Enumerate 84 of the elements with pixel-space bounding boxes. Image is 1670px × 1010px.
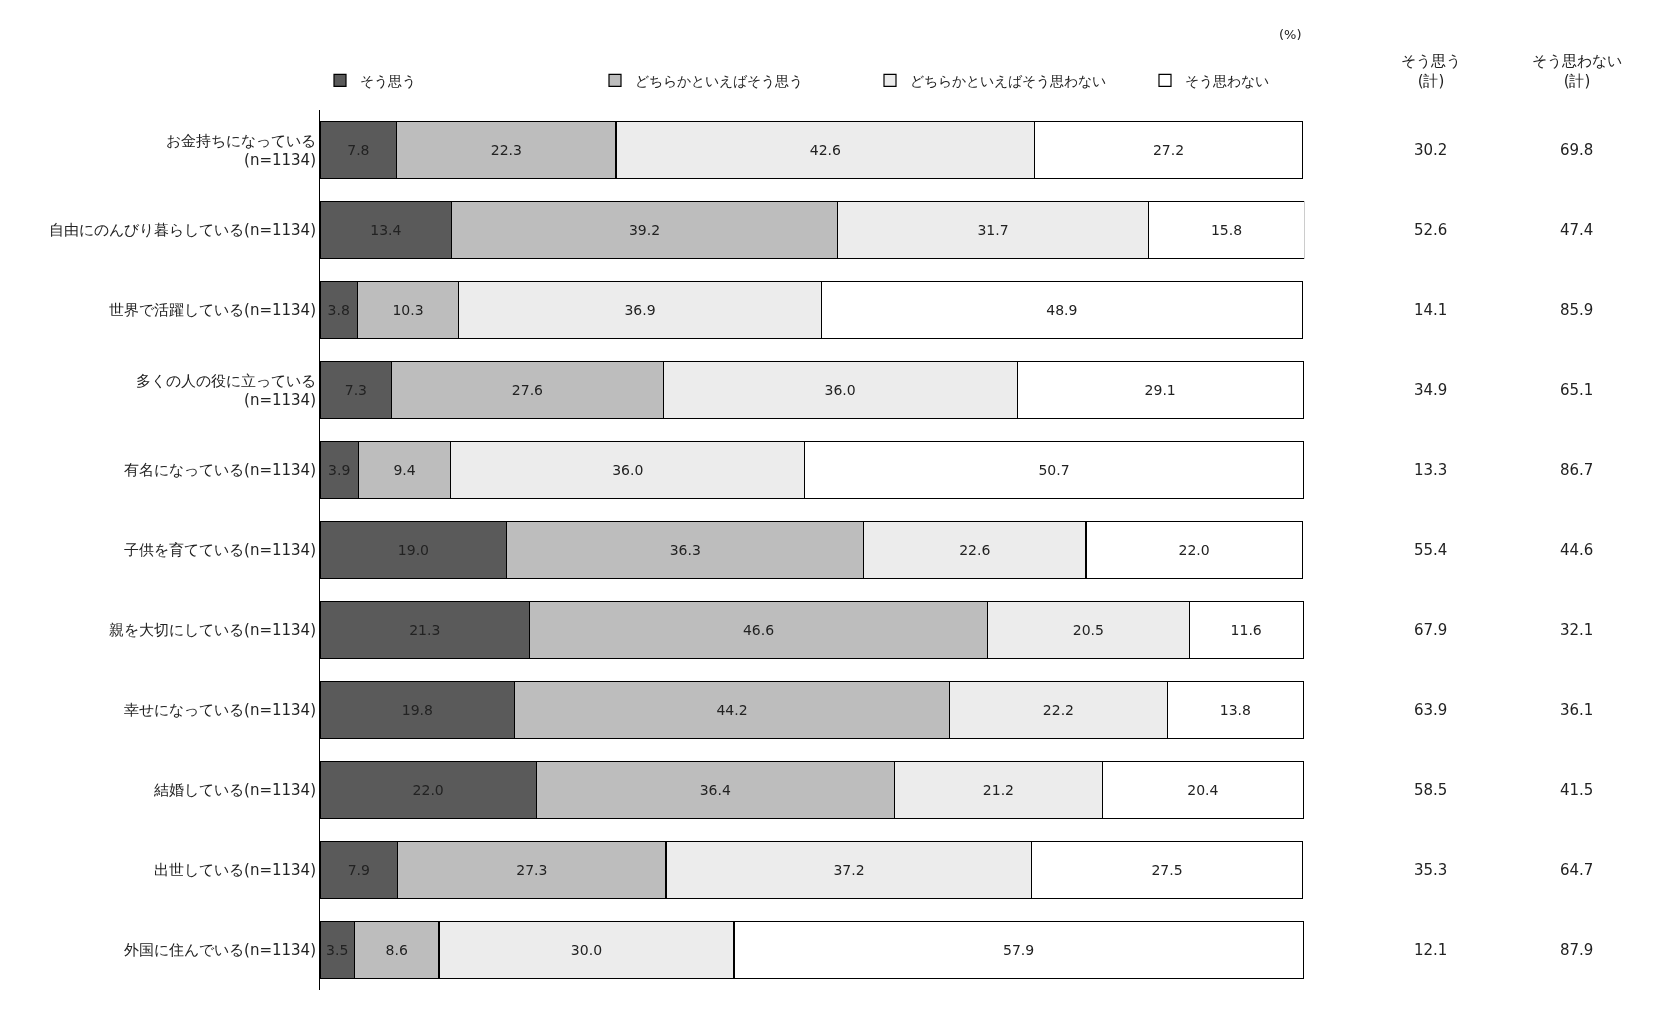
data-label: 48.9 (1046, 302, 1078, 318)
data-label: 27.2 (1152, 142, 1185, 158)
data-label: 36.0 (824, 382, 856, 398)
data-label: 7.8 (347, 142, 370, 158)
text: 44.6 (1560, 541, 1594, 559)
text: 35.3 (1414, 861, 1448, 879)
legend-label: そう思わない (1185, 72, 1269, 89)
text: 86.7 (1560, 461, 1594, 479)
text: 85.9 (1560, 301, 1594, 319)
text: 63.9 (1414, 701, 1448, 719)
data-label: 7.3 (344, 382, 368, 398)
data-label: 46.6 (742, 622, 775, 638)
text: 32.1 (1560, 621, 1594, 639)
y-tick-label: 外国に住んでいる(n=1134) (124, 941, 316, 960)
data-label: 15.8 (1210, 222, 1243, 238)
data-label: 9.4 (393, 462, 416, 478)
text: 41.5 (1560, 781, 1594, 799)
y-tick-label: 結婚している(n=1134) (153, 781, 316, 800)
data-label: 44.2 (716, 702, 748, 718)
data-label: 21.3 (409, 622, 441, 638)
text: 47.4 (1560, 221, 1594, 239)
y-tick-label: 自由にのんびり暮らしている(n=1134) (49, 221, 316, 240)
text: 14.1 (1414, 301, 1448, 319)
text: 12.1 (1414, 941, 1448, 959)
data-label: 20.4 (1187, 782, 1219, 798)
data-label: 8.6 (385, 942, 408, 958)
text: 36.1 (1560, 701, 1594, 719)
data-label: 42.6 (809, 142, 842, 158)
text: 30.2 (1414, 141, 1448, 159)
data-label: 27.6 (511, 382, 544, 398)
data-label: 50.7 (1038, 462, 1070, 478)
legend-label: どちらかといえばそう思う (635, 72, 803, 89)
text: (%) (1279, 27, 1302, 42)
data-label: 36.4 (699, 782, 731, 798)
data-label: 19.8 (401, 702, 433, 718)
y-tick-label: お金持ちになっている (n=1134) (166, 131, 316, 169)
data-label: 11.6 (1230, 622, 1262, 638)
data-label: 10.3 (392, 302, 424, 318)
data-label: 22.3 (490, 142, 522, 158)
y-tick-label: 幸せになっている(n=1134) (124, 701, 316, 720)
data-label: 19.0 (397, 542, 429, 558)
text: 34.9 (1414, 381, 1448, 399)
data-label: 36.9 (624, 302, 656, 318)
data-label: 31.7 (977, 222, 1009, 238)
y-tick-label: 有名になっている(n=1134) (124, 461, 316, 480)
text: 52.6 (1414, 221, 1448, 239)
data-label: 27.5 (1151, 862, 1183, 878)
data-label: 39.2 (628, 222, 661, 238)
data-label: 22.2 (1042, 702, 1074, 718)
data-label: 13.8 (1219, 702, 1251, 718)
data-label: 22.0 (1178, 542, 1210, 558)
data-label: 7.9 (347, 862, 370, 878)
text: 67.9 (1414, 621, 1448, 639)
data-label: 27.3 (516, 862, 548, 878)
y-tick-label: 親を大切にしている(n=1134) (109, 621, 316, 640)
legend-label: どちらかといえばそう思わない (910, 72, 1106, 89)
data-label: 22.6 (959, 542, 991, 558)
text: 65.1 (1560, 381, 1594, 399)
y-tick-label: 多くの人の役に立っている (n=1134) (136, 371, 316, 409)
data-label: 37.2 (833, 862, 865, 878)
data-label: 29.1 (1144, 382, 1176, 398)
y-tick-label: 子供を育てている(n=1134) (124, 541, 316, 560)
text: 64.7 (1560, 861, 1594, 879)
text: そう思う (計) (1401, 52, 1461, 90)
legend-label: そう思う (360, 72, 416, 89)
data-label: 30.0 (570, 942, 603, 958)
data-label: 22.0 (412, 782, 444, 798)
y-tick-label: 出世している(n=1134) (154, 861, 316, 880)
data-label: 3.8 (327, 302, 350, 318)
data-label: 13.4 (370, 222, 402, 238)
y-tick-label: 世界で活躍している(n=1134) (109, 301, 316, 320)
data-label: 36.3 (669, 542, 701, 558)
data-label: 3.9 (328, 462, 351, 478)
text: 58.5 (1414, 781, 1448, 799)
text: 55.4 (1414, 541, 1448, 559)
text: 13.3 (1414, 461, 1448, 479)
text: 69.8 (1560, 141, 1594, 159)
data-label: 36.0 (612, 462, 644, 478)
data-label: 57.9 (1002, 942, 1035, 958)
text: そう思わない (計) (1532, 52, 1622, 90)
data-label: 21.2 (982, 782, 1015, 798)
data-label: 20.5 (1072, 622, 1104, 638)
data-label: 3.5 (326, 942, 349, 958)
text: 87.9 (1560, 941, 1594, 959)
